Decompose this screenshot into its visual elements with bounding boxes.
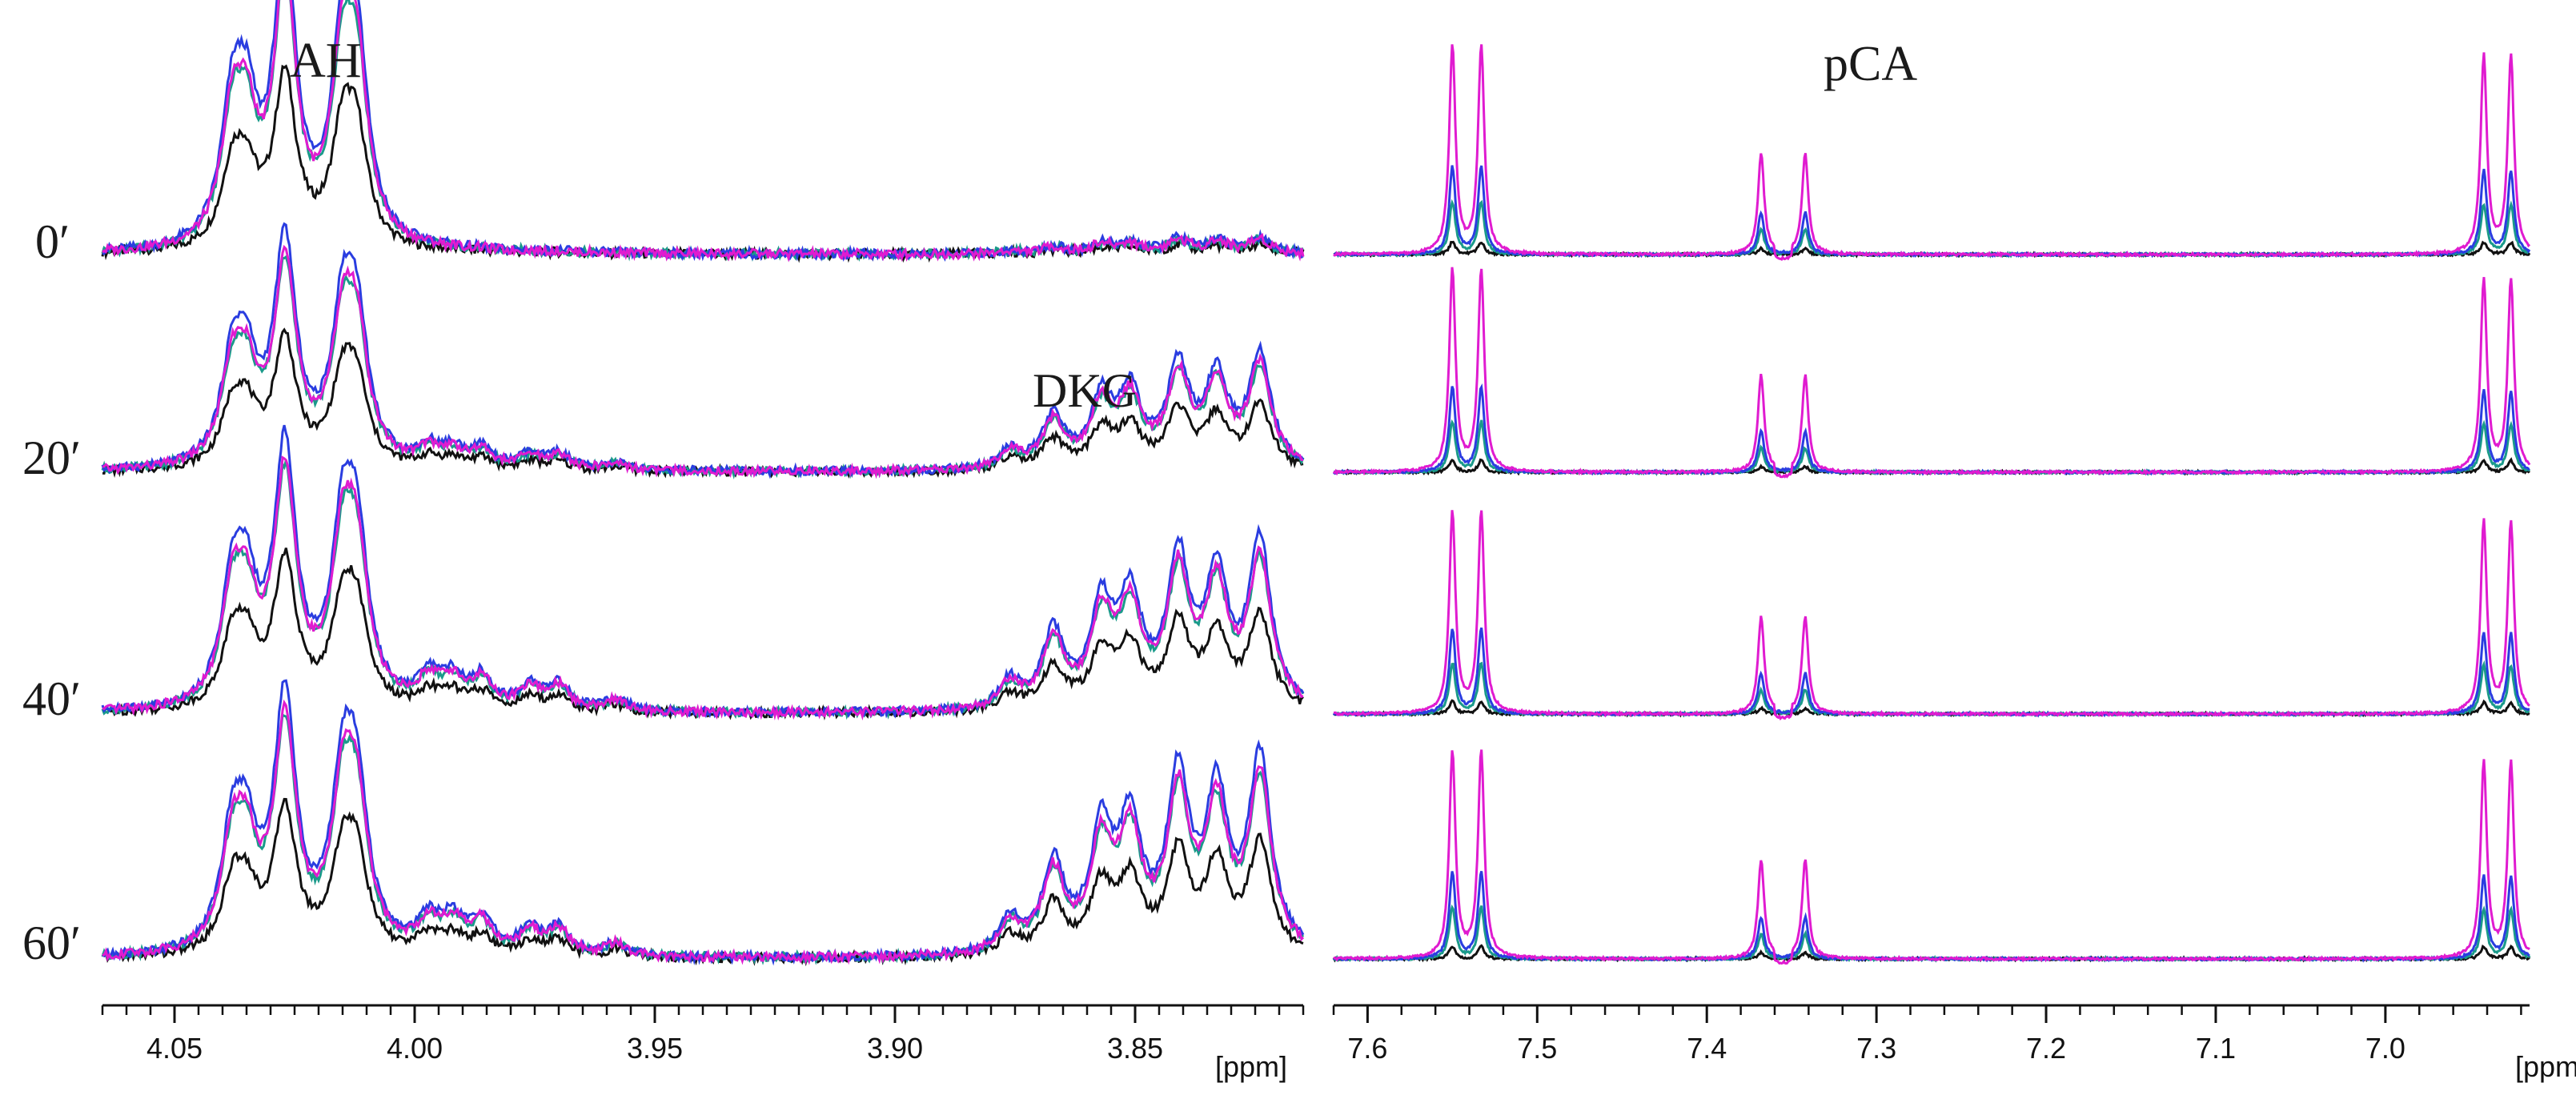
right-trace-t2-s3 xyxy=(1334,510,2530,721)
right-trace-t3-s3 xyxy=(1333,749,2530,965)
right-tick-label: 7.4 xyxy=(1687,1032,1727,1065)
right-trace-group-2 xyxy=(1332,510,2530,721)
right-trace-group-1 xyxy=(1332,267,2531,479)
chart-title-pca: pCA xyxy=(1824,37,1917,91)
right-trace-t0-s3 xyxy=(1333,44,2531,262)
left-trace-t0-s3 xyxy=(101,0,1305,263)
annotation-ah: AH xyxy=(290,34,362,88)
annotation-dkg: DKG xyxy=(1033,364,1137,417)
left-tick-label: 3.85 xyxy=(1107,1032,1163,1065)
left-trace-group-1 xyxy=(101,222,1305,480)
right-tick-label: 7.6 xyxy=(1347,1032,1387,1065)
left-trace-t2-s2 xyxy=(101,424,1305,720)
left-tick-label: 3.90 xyxy=(867,1032,923,1065)
time-label-60: 60′ xyxy=(22,917,81,969)
right-panel-traces xyxy=(1332,44,2531,965)
right-tick-label: 7.2 xyxy=(2026,1032,2066,1065)
left-trace-group-3 xyxy=(101,679,1305,967)
left-trace-group-2 xyxy=(101,424,1305,721)
right-trace-group-3 xyxy=(1332,749,2531,965)
left-trace-t0-s2 xyxy=(102,0,1304,262)
left-tick-label: 3.95 xyxy=(627,1032,683,1065)
time-label-20: 20′ xyxy=(22,431,81,484)
left-trace-group-0 xyxy=(101,0,1305,263)
left-trace-t2-s3 xyxy=(102,455,1304,721)
right-trace-t1-s3 xyxy=(1332,267,2531,479)
left-x-axis-label: [ppm] xyxy=(1215,1050,1287,1083)
left-trace-t1-s3 xyxy=(102,244,1304,479)
left-tick-label: 4.00 xyxy=(387,1032,443,1065)
right-x-axis: 7.6 7.5 7.4 7.3 7.2 7.1 7.0 xyxy=(1332,1004,2530,1065)
right-x-axis-label: [ppm] xyxy=(2515,1050,2576,1083)
right-tick-label: 7.1 xyxy=(2196,1032,2236,1065)
left-trace-t3-s3 xyxy=(102,699,1305,965)
left-tick-label: 4.05 xyxy=(146,1032,203,1065)
right-tick-label: 7.5 xyxy=(1517,1032,1557,1065)
time-label-40: 40′ xyxy=(22,672,81,725)
right-tick-label: 7.0 xyxy=(2365,1032,2405,1065)
right-trace-group-0 xyxy=(1333,44,2531,262)
left-x-axis: 4.05 4.00 3.95 3.90 3.85 xyxy=(101,1004,1305,1065)
right-tick-label: 7.3 xyxy=(1856,1032,1896,1065)
left-panel-traces xyxy=(101,0,1305,967)
time-label-0: 0′ xyxy=(35,215,70,268)
left-trace-t3-s2 xyxy=(102,679,1305,966)
